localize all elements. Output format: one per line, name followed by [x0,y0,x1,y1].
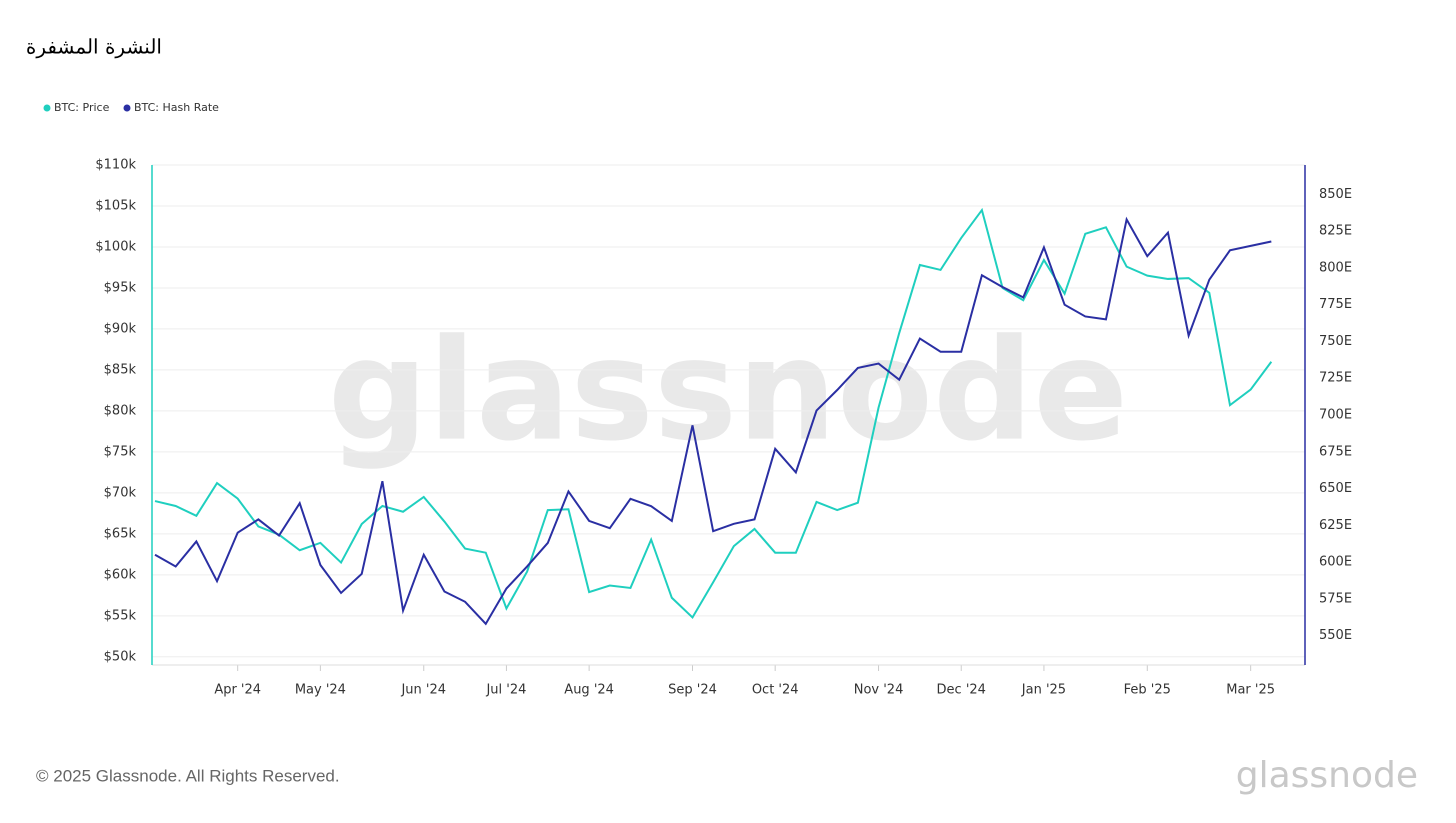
y2-tick-label: 825E [1319,224,1352,239]
y-tick-label: $100k [95,239,136,254]
legend-marker [123,104,131,112]
y2-tick-label: 800E [1319,260,1352,275]
footer: © 2025 Glassnode. All Rights Reserved. [36,766,340,785]
y2-tick-label: 850E [1319,187,1352,202]
y-tick-label: $90k [104,321,137,336]
y-tick-label: $85k [104,362,137,377]
legend-label: BTC: Hash Rate [134,101,219,114]
x-tick-label: Dec '24 [937,683,986,698]
y2-tick-label: 550E [1319,628,1352,643]
y2-tick-label: 750E [1319,334,1352,349]
y-tick-label: $65k [104,526,137,541]
x-tick-label: Jul '24 [485,683,526,698]
y-tick-label: $110k [95,158,136,173]
y-tick-label: $60k [104,567,137,582]
y2-tick-label: 600E [1319,555,1352,570]
chart-title: النشرة المشفرة [26,35,162,59]
y-tick-label: $70k [104,485,137,500]
y-tick-label: $105k [95,198,136,213]
y2-tick-label: 700E [1319,408,1352,423]
y-tick-label: $55k [104,608,137,623]
series-line [154,207,1273,620]
y-tick-label: $50k [104,649,137,664]
x-tick-label: Oct '24 [752,683,799,698]
y2-tick-label: 575E [1319,591,1352,606]
x-tick-label: Apr '24 [214,683,261,698]
x-tick-label: Jan '25 [1021,683,1066,698]
y-tick-label: $95k [104,280,137,295]
legend-label: BTC: Price [54,101,110,114]
x-tick-label: Feb '25 [1124,683,1171,698]
y2-tick-label: 650E [1319,481,1352,496]
logo: glassnode [1236,755,1418,796]
x-tick-label: Jun '24 [400,683,446,698]
y2-tick-label: 675E [1319,444,1352,459]
x-tick-label: Mar '25 [1226,683,1275,698]
watermark: glassnode [328,310,1128,473]
y2-tick-label: 725E [1319,371,1352,386]
series-line [154,216,1272,626]
legend-marker [43,104,51,112]
y2-tick-label: 625E [1319,518,1352,533]
y-tick-label: $75k [104,444,137,459]
y-tick-label: $80k [104,403,137,418]
y2-tick-label: 775E [1319,297,1352,312]
x-tick-label: Aug '24 [564,683,614,698]
x-tick-label: Sep '24 [668,683,717,698]
x-tick-label: Nov '24 [854,683,904,698]
x-tick-label: May '24 [295,683,346,698]
